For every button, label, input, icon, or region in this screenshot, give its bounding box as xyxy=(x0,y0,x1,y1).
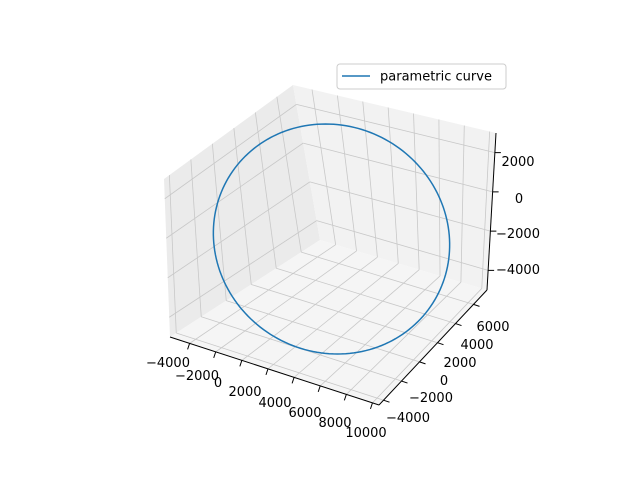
grid-line-z xyxy=(167,181,311,279)
back-left-pane xyxy=(164,85,320,337)
z-tick-labels: −4000 −2000 0 2000 xyxy=(496,155,540,278)
y-axis-line xyxy=(378,289,488,406)
x-tick-labels: −4000 −2000 0 2000 4000 6000 8000 10000 xyxy=(146,356,387,441)
x-tick-mark xyxy=(187,343,191,350)
grid-line-x xyxy=(362,101,378,258)
grid-line-y xyxy=(276,96,302,253)
x-tick-label: 2000 xyxy=(228,385,261,400)
grid-line-z xyxy=(164,104,297,200)
parametric-curve-line xyxy=(212,123,451,355)
x-tick-label: 10000 xyxy=(345,426,386,441)
y-tick-mark xyxy=(383,399,390,403)
z-tick-label: −2000 xyxy=(496,227,540,242)
grid-line-z xyxy=(166,142,304,239)
grid-line-y xyxy=(211,143,227,301)
x-tick-label: −4000 xyxy=(146,356,190,371)
x-tick-label: 4000 xyxy=(258,396,291,411)
grid-line-x xyxy=(189,244,336,344)
grid-line-x xyxy=(460,125,465,283)
grid-line-y xyxy=(233,128,252,285)
y-tick-label: 0 xyxy=(440,374,448,389)
z-tick-label: 2000 xyxy=(501,155,534,170)
y-tick-mark xyxy=(419,361,426,365)
grid-line-z xyxy=(169,220,317,318)
z-tick-label: −4000 xyxy=(496,263,540,278)
back-right-pane xyxy=(293,85,496,290)
x-tick-mark xyxy=(291,377,295,384)
grid-line-y xyxy=(176,332,384,401)
grid-line-x xyxy=(387,107,399,264)
floor-pane xyxy=(170,240,487,405)
grid-line-x xyxy=(267,263,399,370)
grid-line-x xyxy=(481,131,491,289)
y-tick-label: 4000 xyxy=(460,338,493,353)
grid-line-z xyxy=(309,181,491,232)
y-tick-mark xyxy=(401,380,408,384)
legend-label: parametric curve xyxy=(380,70,492,85)
axis-lines xyxy=(169,132,497,406)
x-tick-mark xyxy=(213,351,217,359)
x-tick-mark xyxy=(239,360,243,367)
x-tick-mark xyxy=(343,394,347,401)
grid-line-y xyxy=(226,300,420,363)
x-axis-line xyxy=(169,336,380,406)
x-tick-label: 0 xyxy=(214,376,222,391)
tick-marks xyxy=(187,152,501,410)
grid-line-y xyxy=(254,112,277,269)
y-tick-label: 2000 xyxy=(443,356,476,371)
grid-line-z xyxy=(303,142,493,193)
grid-line-x xyxy=(319,275,441,387)
y-tick-label: −2000 xyxy=(409,391,453,406)
grid-line-z xyxy=(316,220,489,271)
grid-line-z xyxy=(296,103,495,154)
grid-lines xyxy=(164,89,495,404)
grid-line-x xyxy=(372,288,483,404)
z-axis-line xyxy=(486,132,497,291)
x-tick-label: 8000 xyxy=(318,416,351,431)
grid-line-x xyxy=(337,95,357,251)
y-tick-mark xyxy=(473,303,480,307)
legend: parametric curve xyxy=(336,63,507,90)
grid-line-x xyxy=(293,269,420,378)
grid-line-x xyxy=(413,113,420,270)
x-tick-mark xyxy=(317,385,321,393)
grid-line-x xyxy=(311,89,337,245)
grid-line-x xyxy=(346,281,462,395)
grid-line-y xyxy=(168,175,177,333)
x-tick-label: 6000 xyxy=(288,406,321,421)
x-tick-mark xyxy=(265,368,269,376)
y-tick-label: 6000 xyxy=(476,320,509,335)
grid-line-x xyxy=(215,250,357,353)
y-tick-label: −4000 xyxy=(386,411,430,426)
grid-line-y xyxy=(251,284,438,344)
z-tick-label: 0 xyxy=(515,192,523,207)
y-tick-mark xyxy=(437,342,444,346)
grid-line-y xyxy=(301,251,474,305)
x-tick-label: −2000 xyxy=(175,369,219,384)
grid-line-y xyxy=(190,159,202,317)
y-tick-mark xyxy=(455,323,462,327)
grid-line-y xyxy=(276,267,456,324)
legend-box xyxy=(336,63,507,90)
y-tick-labels: −4000 −2000 0 2000 4000 6000 xyxy=(386,320,510,426)
x-tick-mark xyxy=(369,402,373,410)
grid-line-x xyxy=(241,256,378,361)
